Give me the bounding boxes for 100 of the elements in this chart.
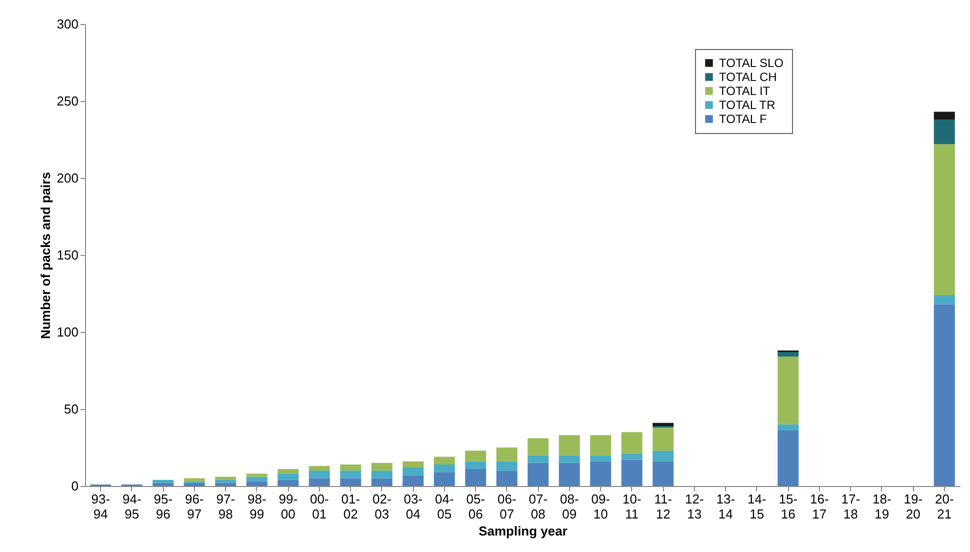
x-axis-title: Sampling year [478, 524, 568, 538]
bar [278, 474, 299, 480]
bar [496, 448, 518, 462]
bar [215, 480, 236, 483]
bar [528, 455, 549, 463]
y-tick-label: 50 [64, 402, 78, 416]
bar [934, 304, 955, 486]
bar [371, 470, 392, 478]
bar [371, 462, 392, 471]
bar [340, 478, 362, 486]
x-tick-label: 20-21 [934, 492, 954, 522]
bar [152, 482, 174, 486]
bar [434, 464, 455, 472]
bar [934, 112, 955, 120]
bar [558, 435, 580, 456]
x-tick-label: 18-19 [872, 492, 892, 522]
bar [246, 474, 268, 477]
bar [652, 422, 674, 426]
bar [308, 478, 330, 486]
x-tick-label: 98-99 [247, 492, 266, 522]
bar [402, 461, 424, 468]
bar [246, 481, 268, 486]
x-tick-label: 93-94 [91, 492, 110, 522]
y-tick-label: 200 [56, 170, 78, 186]
x-tick-label: 03-04 [404, 492, 423, 522]
bar [434, 456, 455, 464]
x-tick-label: 95-96 [154, 492, 173, 522]
x-tick-label: 06-07 [497, 492, 516, 522]
x-tick-label: 97-98 [216, 492, 236, 522]
y-tick-label: 150 [56, 248, 78, 262]
bar [652, 461, 674, 486]
x-tick-label: 04-05 [434, 492, 454, 522]
bar [184, 482, 205, 486]
bar [496, 470, 518, 486]
bar [308, 470, 330, 478]
legend-label: TOTAL CH [719, 70, 777, 84]
x-tick-label: 02-03 [372, 492, 392, 522]
x-tick-label: 15-16 [778, 492, 798, 522]
bar [590, 461, 612, 486]
y-tick-label: 100 [56, 324, 78, 340]
bar [778, 430, 799, 486]
bar [590, 455, 612, 462]
x-tick-label: 99-00 [278, 492, 298, 522]
legend-label: TOTAL TR [719, 98, 776, 112]
bar [465, 450, 486, 462]
x-tick-label: 13-14 [716, 492, 736, 522]
bar [496, 461, 518, 471]
legend-label: TOTAL SLO [719, 56, 784, 70]
x-tick-label: 01-02 [341, 492, 360, 522]
x-tick-label: 09-10 [591, 492, 610, 522]
legend-label: TOTAL F [719, 112, 767, 126]
x-tick-label: 94-95 [122, 492, 142, 522]
bar [184, 478, 205, 482]
bar [778, 424, 799, 431]
bar [278, 480, 299, 486]
bar [558, 462, 580, 486]
bar [621, 432, 642, 454]
x-tick-label: 12-13 [684, 492, 704, 522]
x-tick-label: 07-08 [528, 492, 548, 522]
bar [590, 435, 612, 456]
bar [652, 427, 674, 451]
x-tick-label: 00-01 [310, 492, 329, 522]
bar [528, 462, 549, 486]
bar [778, 352, 799, 357]
bar [528, 438, 549, 456]
bar [621, 454, 642, 460]
bar [402, 468, 424, 476]
legend-label: TOTAL IT [719, 84, 771, 98]
y-tick-label: 250 [56, 94, 78, 108]
bar [465, 461, 486, 470]
x-tick-label: 17-18 [841, 492, 860, 522]
x-tick-label: 14-15 [747, 492, 766, 522]
y-tick-label: 0 [71, 478, 78, 494]
bar [308, 466, 330, 471]
bar [340, 470, 362, 478]
y-tick-label: 300 [56, 16, 78, 32]
x-tick-label: 19-20 [904, 492, 923, 522]
bar [246, 476, 268, 482]
x-tick-label: 11-12 [654, 492, 672, 522]
bar [402, 475, 424, 486]
x-tick-label: 08-09 [560, 492, 579, 522]
bar [558, 455, 580, 463]
x-tick-label: 10-11 [622, 492, 642, 522]
bar [371, 478, 392, 486]
bar [278, 469, 299, 474]
bar [652, 450, 674, 462]
bar [434, 472, 455, 486]
x-tick-label: 96-97 [184, 492, 204, 522]
x-tick-label: 05-06 [466, 492, 486, 522]
bar [340, 464, 362, 471]
bar [621, 460, 642, 486]
y-axis-title: Number of packs and pairs [38, 172, 53, 339]
bar [152, 480, 174, 483]
bar [934, 295, 955, 304]
bar [215, 482, 236, 486]
x-tick-label: 16-17 [810, 492, 829, 522]
bar [934, 119, 955, 144]
bar [215, 476, 236, 480]
bar [934, 144, 955, 296]
bar [465, 469, 486, 486]
